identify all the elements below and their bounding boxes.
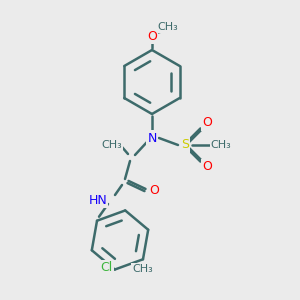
Text: O: O xyxy=(149,184,159,196)
Text: CH₃: CH₃ xyxy=(102,140,122,150)
Text: CH₃: CH₃ xyxy=(158,22,178,32)
Text: O: O xyxy=(147,29,157,43)
Text: N: N xyxy=(147,131,157,145)
Text: CH₃: CH₃ xyxy=(211,140,231,150)
Text: S: S xyxy=(181,139,189,152)
Text: HN: HN xyxy=(88,194,107,206)
Text: CH₃: CH₃ xyxy=(133,264,153,274)
Text: O: O xyxy=(202,160,212,173)
Text: Cl: Cl xyxy=(101,261,113,274)
Text: O: O xyxy=(202,116,212,130)
